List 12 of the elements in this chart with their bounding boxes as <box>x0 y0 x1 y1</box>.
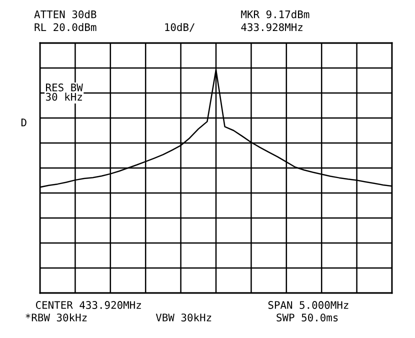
annotation: RES BW 30 kHz <box>46 84 83 101</box>
text: CENTER 433.920MHz <box>36 301 141 309</box>
text: ATTEN 30dB <box>34 10 96 18</box>
text: SWP 50.0ms <box>276 314 338 322</box>
text: 433.928MHz <box>241 23 302 32</box>
text: *RBW 30kHz <box>26 313 87 322</box>
text: SPAN 5.000MHz <box>268 301 348 309</box>
text: MKR 9.17dBm <box>241 10 310 18</box>
text: RL 20.0dBm <box>34 23 96 32</box>
text: D <box>21 118 26 126</box>
text: VBW 30kHz <box>156 313 212 322</box>
text: 10dB/ <box>165 23 194 32</box>
